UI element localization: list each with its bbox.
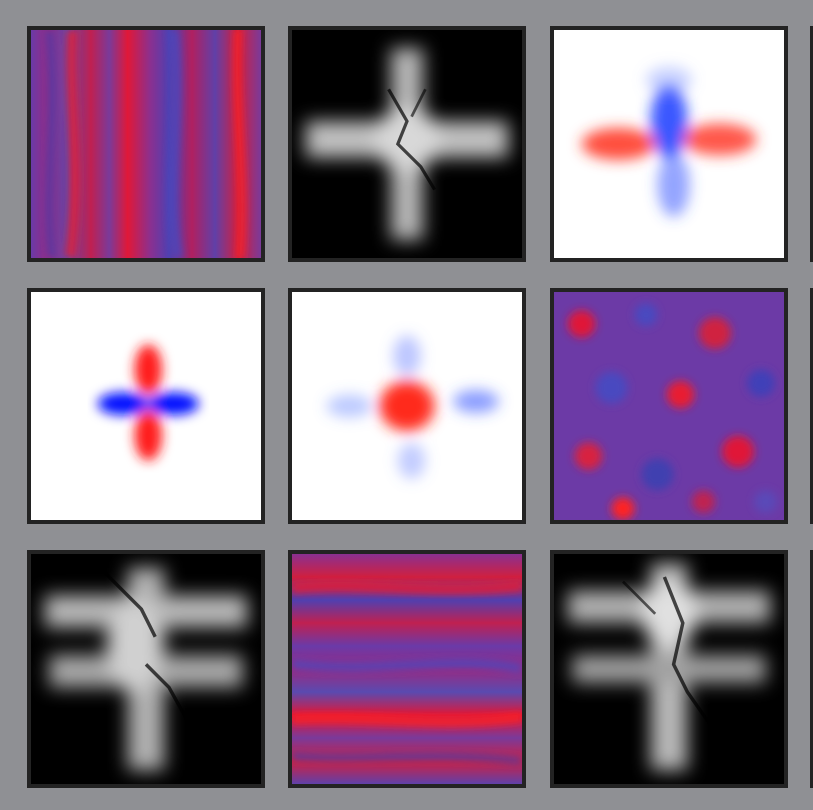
tile-r3c3-gray-cross bbox=[550, 550, 788, 788]
partial-tile-edge-r1 bbox=[810, 26, 813, 262]
partial-tile-edge-r3 bbox=[810, 550, 813, 788]
tile-r2c3-isotropic-noise bbox=[550, 288, 788, 524]
partial-tile-edge-r2 bbox=[810, 288, 813, 524]
tile-r2c2-diverging-blob bbox=[288, 288, 526, 524]
tile-r1c2-gray-cross bbox=[288, 26, 526, 262]
tile-r3c2-horizontal-noise bbox=[288, 550, 526, 788]
tile-r3c1-gray-cross bbox=[27, 550, 265, 788]
tile-r1c1-vertical-noise bbox=[27, 26, 265, 262]
tile-r1c3-diverging-cross bbox=[550, 26, 788, 262]
tile-r2c1-quadrupole bbox=[27, 288, 265, 524]
